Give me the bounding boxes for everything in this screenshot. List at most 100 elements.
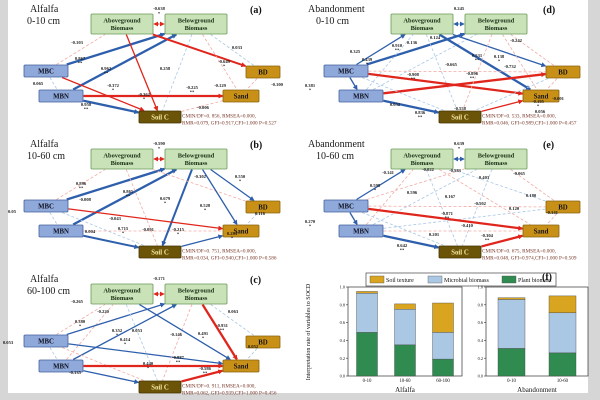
sem-path-MBC-MBN (49, 347, 58, 360)
sem-node-BD: BD (545, 65, 581, 79)
node-label: MBC (38, 68, 54, 75)
sem-panel-e-abandonment-10-60: AbovegroundBiomassBelowgroundBiomassMBCM… (305, 139, 581, 262)
sem-path-MBN-BD (383, 72, 547, 95)
node-label: BD (558, 69, 568, 76)
x-tick-label: 60-100 (436, 379, 450, 384)
significance-stars: * (147, 366, 150, 371)
significance-stars: ** (104, 71, 109, 76)
node-label: Biomass (411, 25, 434, 32)
covariance-coefficient: -0.590 (153, 141, 166, 146)
sem-path-MBC-Sand (368, 72, 524, 96)
path-coefficient: -0.100 (271, 82, 284, 87)
path-coefficient: 0.865 (123, 189, 134, 194)
y-tick-label: 0.4 (340, 338, 346, 343)
sem-path-BB-BD (210, 34, 255, 66)
node-label: Belowground (478, 153, 515, 160)
path-coefficient: 0.063 (228, 309, 239, 314)
path-coefficient: 0.052 (390, 102, 401, 107)
node-label: Biomass (111, 25, 134, 32)
y-tick-label: 0.8 (340, 302, 345, 307)
sem-path-MBC-BD (368, 205, 546, 208)
significance-stars: * (458, 146, 461, 151)
node-label: MBN (353, 93, 369, 100)
sem-path-MBC-MBN (49, 77, 58, 90)
significance-stars: ** (220, 328, 225, 333)
path-coefficient: 0.05 (8, 209, 17, 214)
path-coefficient: -0.931 (216, 323, 229, 328)
sem-path-MBN-BB (372, 34, 477, 90)
path-coefficient: 0.052 (248, 344, 259, 349)
significance-stars: ** (485, 238, 490, 243)
node-label: Sand (234, 93, 249, 100)
node-label: BD (258, 339, 268, 346)
sem-path-BB-BD (210, 304, 255, 336)
path-coefficient: -0.225 (186, 85, 199, 90)
sem-path-BD-Sand (246, 348, 258, 360)
panel-letter: (d) (543, 5, 555, 16)
path-coefficient: 0.867 (75, 56, 86, 61)
path-coefficient: 0.440 (143, 361, 154, 366)
path-coefficient: -0.141 (382, 170, 395, 175)
path-coefficient: 0.598 (370, 183, 381, 188)
sem-node-MBN: MBN (338, 89, 384, 103)
sem-node-MBN: MBN (38, 359, 84, 373)
node-label: Soil C (451, 249, 469, 256)
sem-path-MBC-MBN (49, 212, 58, 225)
path-coefficient: -0.006 (197, 105, 210, 110)
sem-node-SoilC: Soil C (438, 245, 482, 259)
path-coefficient: -0.043 (109, 216, 122, 221)
significance-stars: ** (78, 61, 83, 66)
node-label: MBC (338, 203, 354, 210)
node-label: Belowground (478, 18, 515, 25)
fit-statistics-line1: CMIN/DF=0. 533, RMSEA=0.000, (482, 114, 556, 120)
path-coefficient: -0.558 (454, 106, 467, 111)
path-coefficient: 0.381 (305, 83, 316, 88)
sem-path-MBN-SoilC (383, 234, 440, 250)
sem-path-SoilC-Sand (181, 100, 223, 112)
path-coefficient: -0.001 (552, 96, 565, 101)
y-tick-label: 0.2 (478, 356, 483, 361)
node-label: Soil C (451, 114, 469, 121)
node-label: Sand (534, 93, 549, 100)
path-coefficient: 0.642 (397, 243, 408, 248)
bar-segment-microbial (497, 299, 526, 349)
sem-path-MBN-AB (366, 169, 414, 225)
path-coefficient: -0.362 (138, 92, 151, 97)
panel-title-line2: 10-60 cm (27, 151, 65, 162)
sem-node-MBN: MBN (38, 89, 84, 103)
path-coefficient: -0.215 (172, 227, 185, 232)
significance-stars: * (223, 64, 226, 69)
sem-path-MBC-MBN (349, 77, 358, 91)
path-coefficient: -0.146 (170, 332, 183, 337)
path-coefficient: -0.649 (218, 59, 231, 64)
path-coefficient: 0.439 (362, 57, 373, 62)
bar-segment-plant (497, 348, 526, 377)
path-coefficient: 0.352 (112, 328, 123, 333)
significance-stars: ** (79, 186, 84, 191)
path-coefficient: 0.715 (118, 226, 129, 231)
sem-panel-a-alfalfa-0-10: AbovegroundBiomassBelowgroundBiomassMBCM… (23, 4, 284, 127)
y-tick-label: 0.2 (340, 356, 345, 361)
sem-path-MBC-AB (356, 168, 406, 201)
path-coefficient: 0.124 (430, 35, 441, 40)
path-coefficient: -0.065 (513, 171, 526, 176)
path-coefficient: -0.372 (107, 83, 120, 88)
path-coefficient: -0.304 (481, 233, 494, 238)
sem-node-MBC: MBC (23, 64, 69, 78)
path-coefficient: -0.008 (79, 197, 92, 202)
path-coefficient: -0.103 (71, 40, 84, 45)
sem-panel-c-alfalfa-60-100: AbovegroundBiomassBelowgroundBiomassMBCM… (3, 274, 281, 397)
group-x-label: Abandonment (517, 386, 557, 394)
legend-swatch-microbial (427, 275, 443, 284)
path-coefficient: 0.958 (81, 102, 92, 107)
plot-frame (485, 286, 589, 377)
sem-node-MBN: MBN (38, 224, 84, 238)
sem-path-AB-BD (452, 169, 546, 202)
sem-path-BD-Sand (246, 78, 258, 90)
significance-stars: * (158, 146, 161, 151)
significance-stars: * (177, 232, 180, 237)
significance-stars: ** (411, 77, 416, 82)
fit-statistics-line2: RMR=0.046, GFI=0.989,CFI=1.000 P=0.457 (482, 121, 577, 127)
